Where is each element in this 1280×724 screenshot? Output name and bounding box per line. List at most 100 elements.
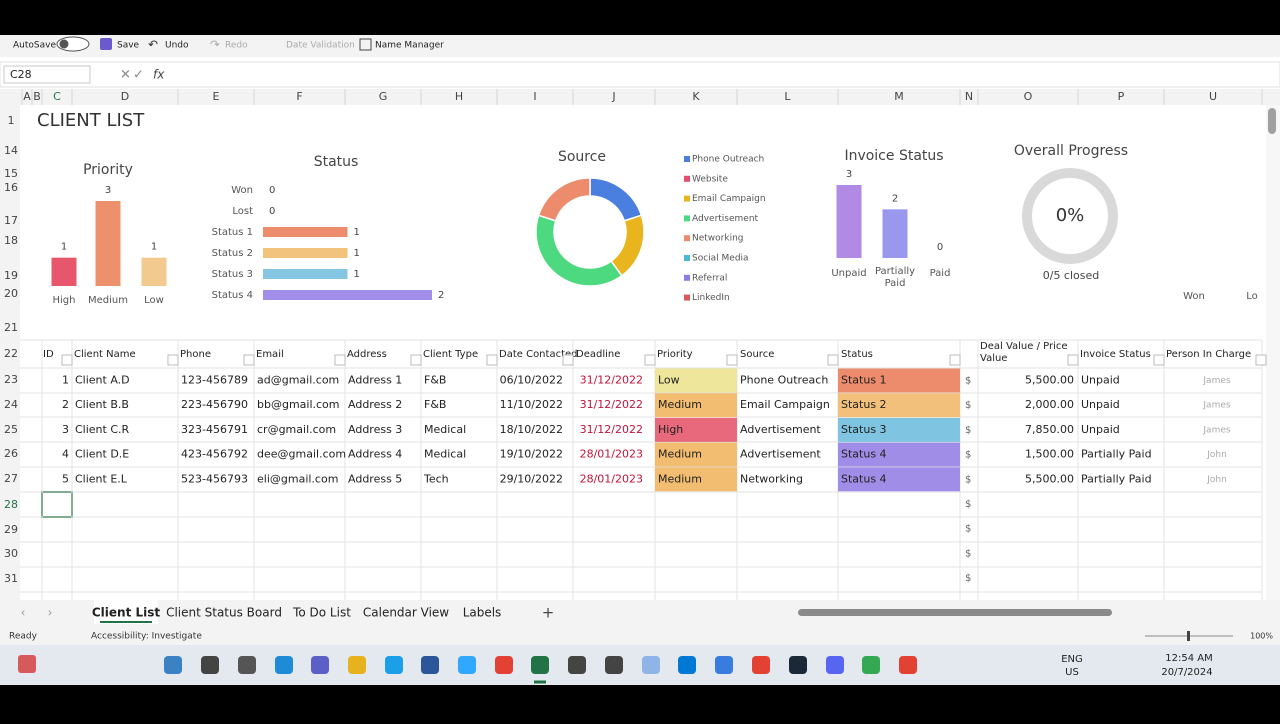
table-cell[interactable]: 5,500.00 xyxy=(1025,374,1074,387)
taskbar-app[interactable] xyxy=(238,656,256,674)
zoom-thumb[interactable] xyxy=(1187,631,1190,641)
column-header[interactable]: K xyxy=(692,90,700,103)
taskbar-app[interactable] xyxy=(789,656,807,674)
table-cell[interactable]: 06/10/2022 xyxy=(500,374,563,387)
autosave-label[interactable]: AutoSave xyxy=(13,41,56,51)
column-header[interactable]: I xyxy=(533,90,536,103)
table-cell[interactable]: Low xyxy=(658,374,680,387)
table-cell[interactable]: 18/10/2022 xyxy=(500,423,563,436)
table-cell[interactable]: Client D.E xyxy=(75,448,129,461)
table-cell[interactable]: 31/12/2022 xyxy=(580,374,643,387)
table-cell[interactable]: Medium xyxy=(658,472,702,485)
redo-icon[interactable]: ↷ xyxy=(210,38,220,52)
column-header[interactable]: G xyxy=(379,90,388,103)
taskbar-app[interactable] xyxy=(642,656,660,674)
table-cell[interactable]: Medical xyxy=(424,423,466,436)
date-validation-button[interactable]: Date Validation xyxy=(286,41,355,51)
row-header[interactable]: 19 xyxy=(4,269,18,282)
filter-button[interactable] xyxy=(1255,354,1267,366)
table-cell[interactable]: $ xyxy=(965,573,971,584)
table-cell[interactable]: 4 xyxy=(62,448,69,461)
row-header[interactable]: 28 xyxy=(4,498,18,511)
filter-button[interactable] xyxy=(486,354,498,366)
cancel-icon[interactable]: ✕ xyxy=(120,68,131,83)
name-box[interactable] xyxy=(3,65,91,84)
name-manager-button[interactable]: Name Manager xyxy=(375,41,444,51)
input-language[interactable]: ENG xyxy=(1061,654,1083,665)
table-cell[interactable]: 223-456790 xyxy=(181,398,248,411)
table-cell[interactable]: F&B xyxy=(424,374,446,387)
table-cell[interactable]: 323-456791 xyxy=(181,423,248,436)
table-cell[interactable]: $ xyxy=(965,425,971,436)
sheet-tab[interactable]: To Do List xyxy=(292,606,351,620)
table-cell[interactable]: 5 xyxy=(62,472,69,485)
row-header[interactable]: 25 xyxy=(4,423,18,436)
column-header[interactable]: P xyxy=(1118,90,1125,103)
fx-button[interactable]: fx xyxy=(153,68,165,82)
table-cell[interactable]: James xyxy=(1202,425,1230,435)
row-header[interactable]: 16 xyxy=(4,181,18,194)
taskbar-app[interactable] xyxy=(678,656,696,674)
table-cell[interactable]: Unpaid xyxy=(1081,423,1120,436)
taskbar-app[interactable] xyxy=(899,656,917,674)
row-header[interactable]: 30 xyxy=(4,547,18,560)
table-cell[interactable]: Medium xyxy=(658,448,702,461)
scroll-thumb[interactable] xyxy=(1268,108,1276,134)
column-header[interactable]: F xyxy=(296,90,302,103)
filter-button[interactable] xyxy=(167,354,179,366)
filter-button[interactable] xyxy=(644,354,656,366)
table-cell[interactable]: 1 xyxy=(62,374,69,387)
table-cell[interactable]: $ xyxy=(965,376,971,387)
row-header[interactable]: 21 xyxy=(4,321,18,334)
table-cell[interactable]: John xyxy=(1206,475,1227,485)
zoom-level[interactable]: 100% xyxy=(1250,632,1273,641)
table-cell[interactable]: ad@gmail.com xyxy=(257,374,339,387)
table-cell[interactable]: Advertisement xyxy=(740,448,821,461)
table-cell[interactable]: 523-456793 xyxy=(181,472,248,485)
row-header[interactable]: 18 xyxy=(4,234,18,247)
taskbar-app[interactable] xyxy=(715,656,733,674)
filter-button[interactable] xyxy=(1067,354,1079,366)
sheet-tab[interactable]: Client List xyxy=(92,606,161,620)
redo-button[interactable]: Redo xyxy=(225,41,248,51)
horizontal-scroll-thumb[interactable] xyxy=(798,609,1112,616)
taskbar-app[interactable] xyxy=(531,656,549,674)
start-widget[interactable] xyxy=(18,655,36,673)
table-cell[interactable]: Partially Paid xyxy=(1081,448,1152,461)
filter-button[interactable] xyxy=(334,354,346,366)
table-cell[interactable]: 1,500.00 xyxy=(1025,448,1074,461)
table-cell[interactable]: eli@gmail.com xyxy=(257,472,338,485)
table-cell[interactable]: $ xyxy=(965,548,971,559)
table-cell[interactable]: Client C.R xyxy=(75,423,130,436)
table-cell[interactable]: Address 1 xyxy=(348,374,402,387)
table-cell[interactable]: Client B.B xyxy=(75,398,129,411)
table-cell[interactable]: James xyxy=(1202,376,1230,386)
column-header[interactable]: A xyxy=(23,90,31,103)
row-header[interactable]: 29 xyxy=(4,523,18,536)
cell-reference[interactable]: C28 xyxy=(10,68,32,81)
accessibility-status[interactable]: Accessibility: Investigate xyxy=(91,632,202,642)
table-cell[interactable]: Address 4 xyxy=(348,448,402,461)
row-header[interactable]: 15 xyxy=(4,167,18,180)
column-header[interactable]: N xyxy=(965,90,973,103)
table-cell[interactable]: High xyxy=(658,423,683,436)
table-cell[interactable]: James xyxy=(1202,401,1230,411)
table-cell[interactable]: 28/01/2023 xyxy=(580,472,643,485)
column-header[interactable]: D xyxy=(121,90,129,103)
sheet-tab[interactable]: Client Status Board xyxy=(166,606,282,620)
taskbar-app[interactable] xyxy=(385,656,403,674)
table-cell[interactable]: Unpaid xyxy=(1081,374,1120,387)
table-cell[interactable]: 31/12/2022 xyxy=(580,423,643,436)
table-cell[interactable]: 31/12/2022 xyxy=(580,398,643,411)
table-cell[interactable]: $ xyxy=(965,474,971,485)
table-cell[interactable]: 19/10/2022 xyxy=(500,448,563,461)
table-cell[interactable]: Address 3 xyxy=(348,423,402,436)
table-cell[interactable]: 2 xyxy=(62,398,69,411)
enter-icon[interactable]: ✓ xyxy=(133,68,144,83)
row-header[interactable]: 26 xyxy=(4,447,18,460)
taskbar-app[interactable] xyxy=(421,656,439,674)
column-header[interactable]: M xyxy=(894,90,904,103)
undo-icon[interactable]: ↶ xyxy=(148,38,158,52)
taskbar-app[interactable] xyxy=(862,656,880,674)
table-cell[interactable]: bb@gmail.com xyxy=(257,398,340,411)
